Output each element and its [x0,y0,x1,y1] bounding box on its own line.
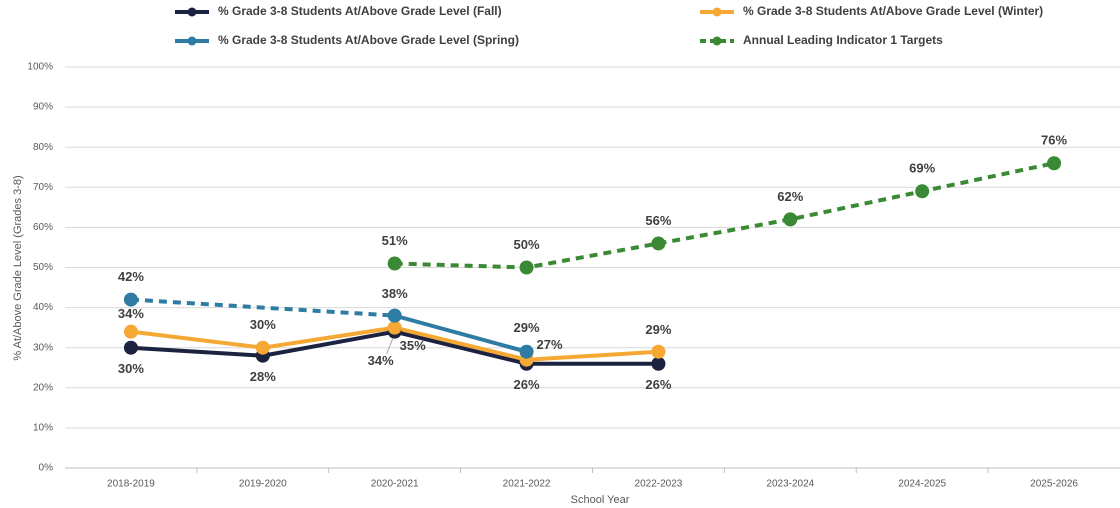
data-label: 56% [645,213,671,228]
y-tick-label: 30% [33,342,53,353]
marker [123,292,138,307]
leader-line [386,338,394,354]
legend-marker [187,7,197,17]
x-tick-label: 2018-2019 [107,479,155,490]
marker [519,260,534,275]
y-tick-label: 20% [33,382,53,393]
x-axis-title: School Year [571,494,630,506]
data-label: 30% [118,361,144,376]
y-tick-label: 60% [33,222,53,233]
legend-marker [712,36,722,46]
y-axis-title: % At/Above Grade Level (Grades 3-8) [12,175,24,360]
data-label: 51% [382,233,408,248]
data-label: 62% [777,189,803,204]
marker [123,324,138,339]
x-tick-label: 2025-2026 [1030,479,1078,490]
data-label: 30% [250,317,276,332]
x-tick-label: 2020-2021 [371,479,419,490]
marker [1047,156,1062,171]
marker [915,184,930,199]
data-label: 42% [118,269,144,284]
marker [387,256,402,271]
data-label: 35% [400,338,426,353]
legend-label: % Grade 3-8 Students At/Above Grade Leve… [218,33,519,47]
legend-label: % Grade 3-8 Students At/Above Grade Leve… [743,4,1043,18]
data-label: 34% [368,353,394,368]
x-tick-label: 2019-2020 [239,479,287,490]
data-label: 29% [645,322,671,337]
data-label: 38% [382,286,408,301]
y-tick-label: 70% [33,182,53,193]
data-label: 26% [645,377,671,392]
x-tick-label: 2023-2024 [766,479,814,490]
data-label: 27% [537,337,563,352]
marker [387,308,402,323]
x-tick-label: 2024-2025 [898,479,946,490]
marker [387,320,402,335]
marker [123,340,138,355]
data-label: 28% [250,369,276,384]
x-tick-label: 2021-2022 [503,479,551,490]
legend-marker [187,36,197,46]
marker [783,212,798,227]
marker [651,236,666,251]
marker [519,344,534,359]
y-tick-label: 90% [33,102,53,113]
legend-label: % Grade 3-8 Students At/Above Grade Leve… [218,4,502,18]
series-line [394,161,1055,270]
y-tick-label: 100% [27,62,53,73]
data-label: 34% [118,306,144,321]
gap-connector [130,297,395,318]
marker [255,340,270,355]
markers [123,156,1062,371]
y-tick-label: 50% [33,262,53,273]
data-label: 26% [514,377,540,392]
x-tick-label: 2022-2023 [635,479,683,490]
y-tick-label: 0% [39,463,54,474]
y-tick-label: 80% [33,142,53,153]
data-label: 29% [514,320,540,335]
legend-marker [712,7,722,17]
y-tick-label: 10% [33,423,53,434]
marker [651,356,666,371]
data-label: 69% [909,161,935,176]
y-tick-label: 40% [33,302,53,313]
marker [651,344,666,359]
series-line [394,313,528,354]
data-label: 50% [514,237,540,252]
legend-label: Annual Leading Indicator 1 Targets [743,33,943,47]
data-label: 76% [1041,133,1067,148]
